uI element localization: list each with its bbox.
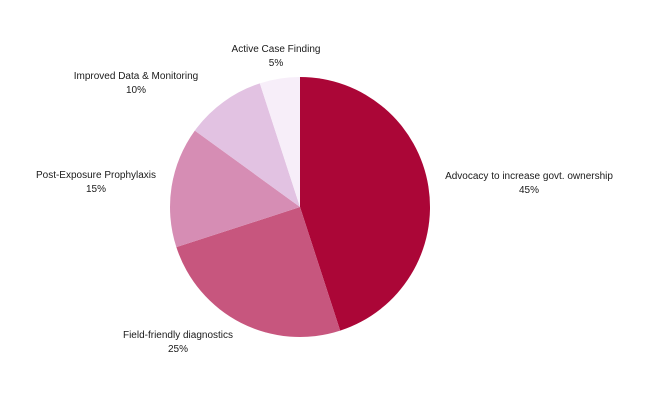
slice-label-0: Advocacy to increase govt. ownership [445, 171, 613, 182]
pie-slice-2 [169, 130, 300, 248]
pie-slices [169, 77, 431, 338]
slice-label-1: Field-friendly diagnostics [123, 330, 233, 341]
pie-slice-0 [300, 77, 431, 331]
pie-slice-3 [194, 83, 300, 207]
slice-label-2: Post-Exposure Prophylaxis [36, 170, 156, 181]
slice-value-label-1: 25% [168, 344, 188, 355]
slice-value-label-3: 10% [126, 85, 146, 96]
slice-value-label-0: 45% [519, 185, 539, 196]
pie-labels: Advocacy to increase govt. ownership 45% F… [36, 44, 613, 355]
slice-label-3: Improved Data & Monitoring [74, 71, 199, 82]
slice-value-label-2: 15% [86, 184, 106, 195]
pie-slice-1 [176, 207, 341, 338]
slice-label-4: Active Case Finding [232, 44, 321, 55]
slice-value-label-4: 5% [269, 58, 284, 69]
pie-slice-4 [259, 77, 300, 207]
